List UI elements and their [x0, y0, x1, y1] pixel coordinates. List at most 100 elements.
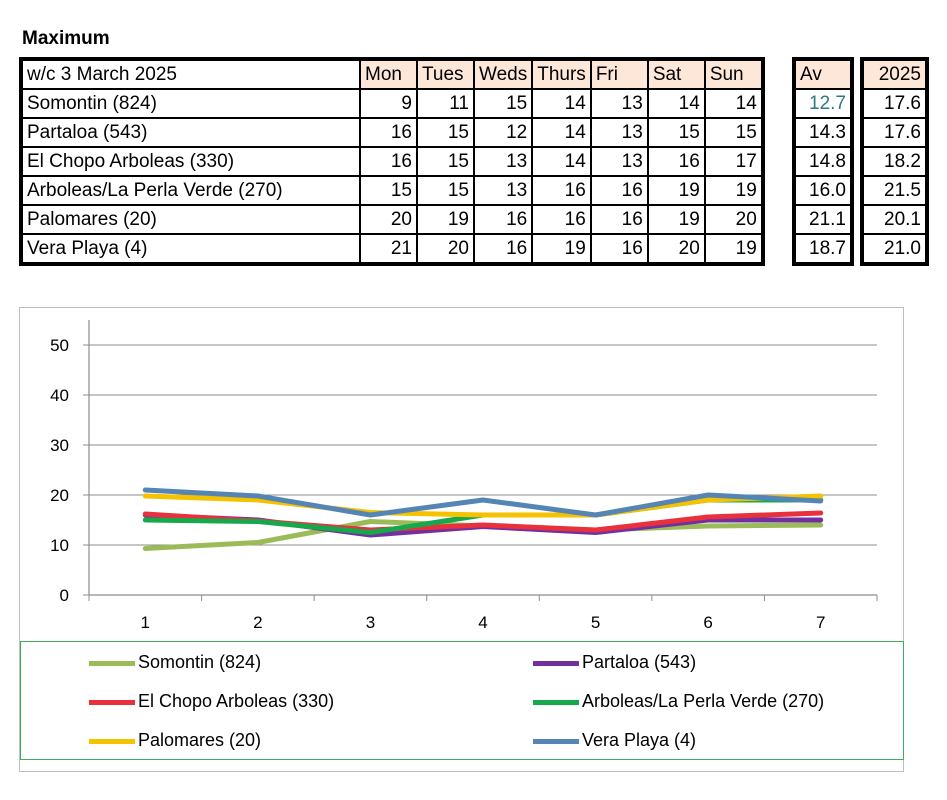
y-tick-label: 50 [50, 336, 69, 355]
temperature-cell: 15 [416, 117, 475, 148]
station-name: Palomares (20) [20, 204, 361, 235]
year-table: 2025 17.6 17.6 18.2 21.5 20.1 21.0 [860, 57, 929, 266]
year-cell: 17.6 [861, 117, 928, 148]
table-row: 20.1 [861, 204, 928, 235]
legend-label: Somontin (824) [138, 652, 262, 672]
legend-item: Partaloa (543) [533, 650, 696, 674]
temperature-cell: 15 [359, 175, 418, 206]
table-row: 21.1 [793, 204, 853, 235]
y-tick-label: 20 [50, 486, 69, 505]
average-cell: 21.1 [793, 204, 853, 235]
temperature-cell: 16 [359, 146, 418, 177]
year-cell: 18.2 [861, 146, 928, 177]
year-cell: 21.0 [861, 233, 928, 265]
temperature-cell: 14 [646, 88, 706, 119]
temperature-cell: 16 [589, 204, 649, 235]
y-tick-label: 0 [60, 586, 69, 605]
year-header: 2025 [861, 58, 928, 90]
x-tick-label: 6 [703, 613, 712, 632]
table-row: Somontin (824) 9 11 15 14 13 14 14 [20, 88, 764, 119]
legend-label: Palomares (20) [138, 730, 262, 750]
table-row: 12.7 [793, 88, 853, 119]
year-cell: 21.5 [861, 175, 928, 206]
temperature-cell: 16 [359, 117, 418, 148]
table-row: 14.8 [793, 146, 853, 177]
legend-item: Arboleas/La Perla Verde (270) [533, 689, 824, 713]
table-row: 18.7 [793, 233, 853, 265]
table-row: El Chopo Arboleas (330) 16 15 13 14 13 16 17 [20, 146, 764, 177]
station-name: Arboleas/La Perla Verde (270) [20, 175, 361, 206]
table-row: 21.0 [861, 233, 928, 265]
temperature-cell: 20 [646, 233, 706, 265]
temperature-cell: 21 [359, 233, 418, 265]
temperature-cell: 9 [359, 88, 418, 119]
temperature-cell: 16 [531, 204, 592, 235]
table-row: 16.0 [793, 175, 853, 206]
station-name: Partaloa (543) [20, 117, 361, 148]
day-header-sat: Sat [646, 58, 706, 90]
day-header-thurs: Thurs [531, 58, 592, 90]
temperature-cell: 14 [531, 88, 592, 119]
temperature-cell: 16 [589, 175, 649, 206]
table-row: 17.6 [861, 88, 928, 119]
table-title: Maximum [22, 28, 110, 49]
chart-legend: Somontin (824) Partaloa (543) El Chopo Arb… [20, 641, 904, 760]
temperature-cell: 15 [416, 146, 475, 177]
table-row: Arboleas/La Perla Verde (270) 15 15 13 16 16 1… [20, 175, 764, 206]
day-header-weds: Weds [472, 58, 534, 90]
x-tick-label: 5 [591, 613, 600, 632]
temperature-cell: 15 [646, 117, 706, 148]
y-tick-label: 10 [50, 536, 69, 555]
temperature-cell: 16 [646, 146, 706, 177]
station-name: Somontin (824) [20, 88, 361, 119]
y-tick-label: 30 [50, 436, 69, 455]
legend-swatch [533, 660, 579, 666]
average-cell: 14.3 [793, 117, 853, 148]
legend-label: Arboleas/La Perla Verde (270) [582, 691, 825, 711]
table-row: 21.5 [861, 175, 928, 206]
table-row: Partaloa (543) 16 15 12 14 13 15 15 [20, 117, 764, 148]
day-header-mon: Mon [359, 58, 418, 90]
header-row: w/c 3 March 2025 Mon Tues Weds Thurs Fri Sat Su… [20, 58, 764, 90]
temperature-cell: 20 [359, 204, 418, 235]
legend-label: Vera Playa (4) [582, 730, 697, 750]
x-tick-label: 7 [816, 613, 825, 632]
week-commencing-label: w/c 3 March 2025 [20, 58, 361, 90]
year-cell: 17.6 [861, 88, 928, 119]
station-name: Vera Playa (4) [20, 233, 361, 265]
table-row: Vera Playa (4) 21 20 16 19 16 20 19 [20, 233, 764, 265]
day-header-sun: Sun [703, 58, 764, 90]
temperature-cell: 16 [531, 175, 592, 206]
x-tick-label: 4 [478, 613, 487, 632]
table-row: 14.3 [793, 117, 853, 148]
header-row: 2025 [861, 58, 928, 90]
temperature-cell: 20 [703, 204, 764, 235]
temperature-cell: 16 [472, 204, 534, 235]
x-tick-label: 1 [141, 613, 150, 632]
legend-item: Somontin (824) [89, 650, 261, 674]
temperature-cell: 13 [589, 117, 649, 148]
series-line [142, 493, 824, 518]
series-line [142, 487, 824, 518]
legend-swatch [89, 699, 135, 705]
temperature-cell: 19 [703, 175, 764, 206]
day-header-tues: Tues [416, 58, 475, 90]
legend-item: Palomares (20) [89, 728, 261, 752]
table-row: 17.6 [861, 117, 928, 148]
legend-swatch [533, 738, 579, 744]
legend-swatch [89, 738, 135, 744]
temperature-cell: 14 [531, 146, 592, 177]
legend-label: Partaloa (543) [582, 652, 697, 672]
temperature-cell: 14 [703, 88, 764, 119]
legend-item: El Chopo Arboleas (330) [89, 689, 334, 713]
year-cell: 20.1 [861, 204, 928, 235]
temperature-cell: 13 [472, 146, 534, 177]
legend-swatch [533, 699, 579, 705]
temperature-cell: 17 [703, 146, 764, 177]
temperature-cell: 15 [472, 88, 534, 119]
chart-frame [19, 307, 904, 772]
temperature-cell: 16 [589, 233, 649, 265]
temperature-cell: 19 [416, 204, 475, 235]
station-name: El Chopo Arboleas (330) [20, 146, 361, 177]
